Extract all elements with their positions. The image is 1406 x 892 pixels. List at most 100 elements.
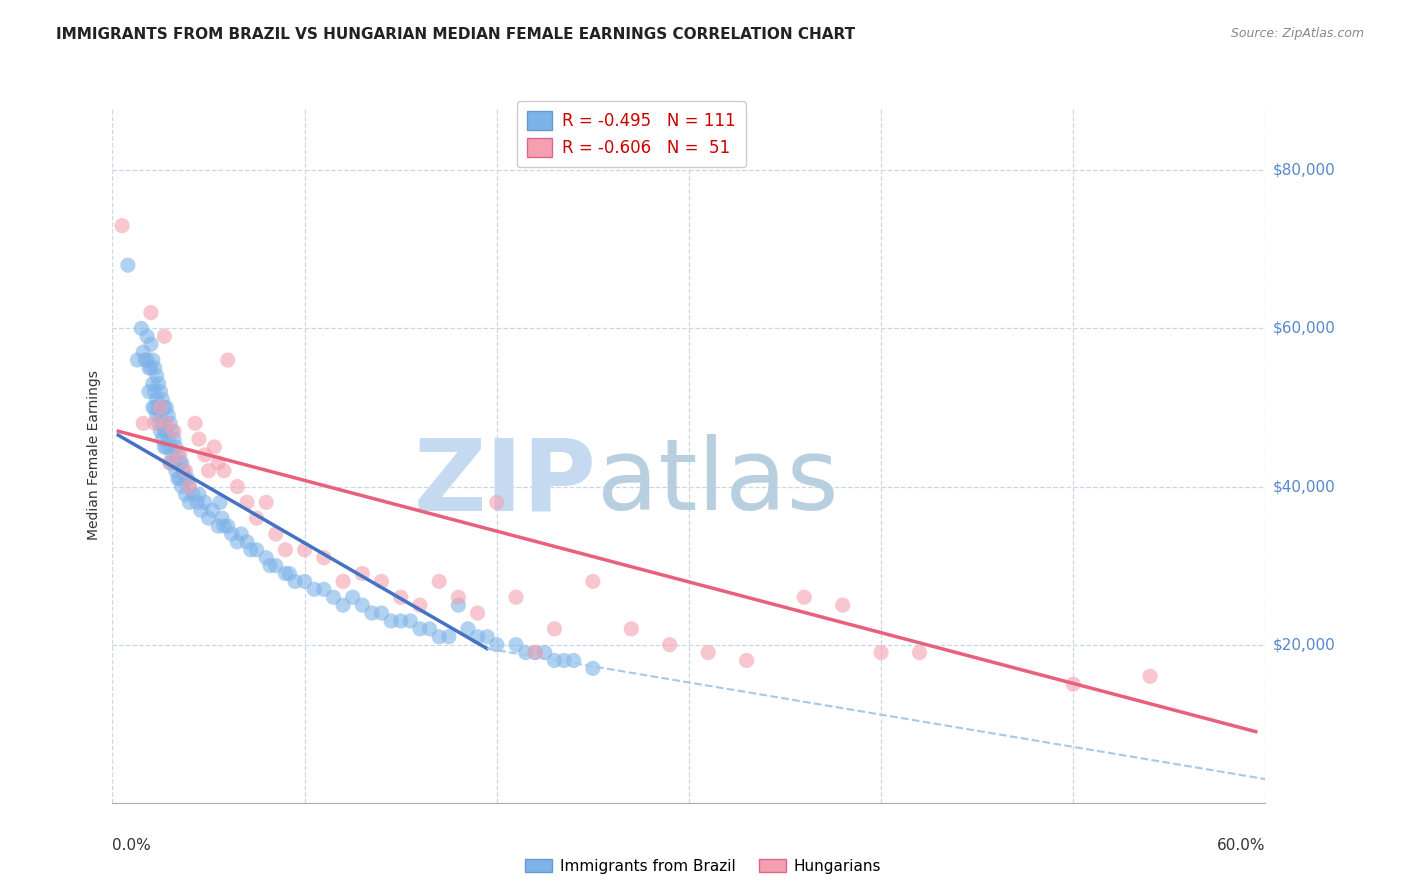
Point — [148, 376, 170, 391]
Point — [485, 495, 508, 509]
Point — [194, 495, 217, 509]
Point — [212, 519, 235, 533]
Point — [254, 550, 277, 565]
Legend: R = -0.495   N = 111, R = -0.606   N =  51: R = -0.495 N = 111, R = -0.606 N = 51 — [517, 102, 745, 167]
Point — [447, 598, 470, 612]
Point — [142, 376, 165, 391]
Point — [485, 638, 508, 652]
Point — [143, 401, 166, 415]
Point — [380, 614, 402, 628]
Point — [132, 417, 155, 431]
Point — [166, 448, 188, 462]
Point — [186, 495, 208, 509]
Point — [202, 440, 225, 454]
Point — [735, 653, 758, 667]
Point — [427, 630, 450, 644]
Point — [149, 424, 172, 438]
Text: $40,000: $40,000 — [1272, 479, 1336, 494]
Point — [145, 409, 167, 423]
Point — [136, 329, 159, 343]
Point — [793, 591, 815, 605]
Point — [139, 305, 162, 319]
Point — [221, 527, 243, 541]
Point — [153, 401, 176, 415]
Point — [145, 392, 167, 407]
Point — [138, 384, 160, 399]
Point — [226, 479, 249, 493]
Point — [159, 417, 181, 431]
Point — [409, 622, 432, 636]
Point — [294, 574, 316, 589]
Point — [304, 582, 326, 597]
Point — [217, 519, 239, 533]
Point — [197, 511, 219, 525]
Point — [207, 456, 229, 470]
Point — [181, 487, 204, 501]
Point — [908, 646, 931, 660]
Point — [389, 614, 412, 628]
Point — [174, 487, 197, 501]
Point — [169, 472, 191, 486]
Point — [239, 542, 262, 557]
Point — [870, 646, 893, 660]
Point — [197, 464, 219, 478]
Point — [211, 511, 233, 525]
Point — [370, 574, 392, 589]
Point — [153, 424, 176, 438]
Point — [176, 472, 198, 486]
Point — [155, 424, 177, 438]
Point — [170, 456, 193, 470]
Point — [831, 598, 853, 612]
Point — [658, 638, 681, 652]
Point — [159, 440, 181, 454]
Point — [153, 440, 176, 454]
Point — [148, 401, 170, 415]
Point — [129, 321, 153, 335]
Point — [187, 487, 211, 501]
Point — [142, 353, 165, 368]
Point — [360, 606, 382, 620]
Point — [427, 574, 450, 589]
Text: $20,000: $20,000 — [1272, 637, 1336, 652]
Point — [139, 337, 162, 351]
Point — [169, 448, 191, 462]
Point — [155, 440, 177, 454]
Point — [163, 424, 186, 438]
Point — [399, 614, 422, 628]
Point — [184, 417, 207, 431]
Point — [278, 566, 301, 581]
Point — [152, 392, 174, 407]
Point — [352, 598, 374, 612]
Point — [515, 646, 537, 660]
Point — [152, 432, 174, 446]
Point — [165, 464, 187, 478]
Point — [342, 591, 364, 605]
Point — [312, 550, 335, 565]
Point — [157, 432, 180, 446]
Point — [1062, 677, 1084, 691]
Point — [505, 638, 527, 652]
Point — [217, 353, 239, 368]
Point — [127, 353, 149, 368]
Point — [524, 646, 547, 660]
Point — [173, 464, 195, 478]
Point — [236, 535, 259, 549]
Point — [190, 503, 212, 517]
Point — [153, 329, 176, 343]
Point — [207, 519, 229, 533]
Point — [231, 527, 253, 541]
Point — [284, 574, 307, 589]
Y-axis label: Median Female Earnings: Median Female Earnings — [87, 370, 101, 540]
Point — [245, 542, 267, 557]
Point — [467, 630, 489, 644]
Point — [475, 630, 498, 644]
Point — [111, 219, 134, 233]
Point — [149, 409, 172, 423]
Point — [467, 606, 489, 620]
Point — [160, 448, 183, 462]
Text: ZIP: ZIP — [413, 434, 596, 532]
Point — [226, 535, 249, 549]
Point — [159, 456, 181, 470]
Point — [697, 646, 720, 660]
Point — [264, 527, 287, 541]
